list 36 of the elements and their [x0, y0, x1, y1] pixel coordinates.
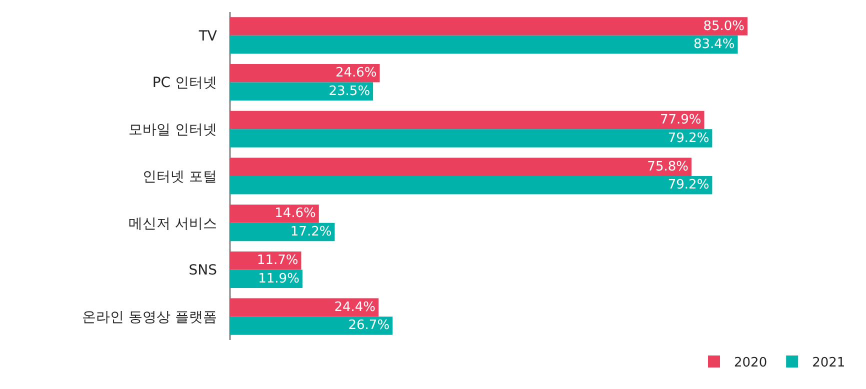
- bar: [230, 270, 302, 288]
- data-label: 79.2%: [668, 178, 710, 193]
- bar: [230, 64, 380, 82]
- data-label: 24.6%: [335, 66, 377, 81]
- bar: [230, 110, 704, 130]
- data-label: 83.4%: [693, 37, 735, 52]
- bar: [230, 17, 748, 36]
- bar: [230, 316, 393, 335]
- data-label: 17.2%: [290, 224, 332, 240]
- data-label: 85.0%: [703, 18, 744, 34]
- y-tick-label: 메신저 서비스: [128, 216, 217, 232]
- bar: [230, 222, 335, 242]
- data-label: 24.4%: [334, 300, 376, 315]
- data-label: 26.7%: [348, 318, 390, 334]
- data-label: 75.8%: [647, 159, 688, 174]
- bar: [230, 82, 374, 101]
- y-tick-label: SNS: [188, 262, 218, 279]
- data-label: 11.9%: [258, 271, 300, 286]
- bar: [230, 35, 738, 54]
- legend-label: 2021: [812, 356, 846, 371]
- bar: [230, 204, 319, 223]
- data-label: 23.5%: [328, 84, 370, 99]
- bar: [230, 158, 692, 176]
- legend-label: 2020: [734, 356, 768, 371]
- data-label: 79.2%: [668, 130, 710, 146]
- bar: [230, 298, 379, 317]
- y-tick-label: 인터넷 포털: [142, 168, 217, 185]
- bar: [230, 129, 712, 148]
- bar: [230, 176, 712, 194]
- y-tick-label: 모바일 인터넷: [128, 122, 217, 138]
- y-tick-label: PC 인터넷: [152, 75, 217, 92]
- data-label: 14.6%: [274, 206, 316, 222]
- y-tick-label: 온라인 동영상 플랫폼: [82, 309, 217, 326]
- data-label: 11.7%: [256, 253, 298, 268]
- data-label: 77.9%: [660, 112, 702, 128]
- y-tick-label: TV: [198, 28, 218, 44]
